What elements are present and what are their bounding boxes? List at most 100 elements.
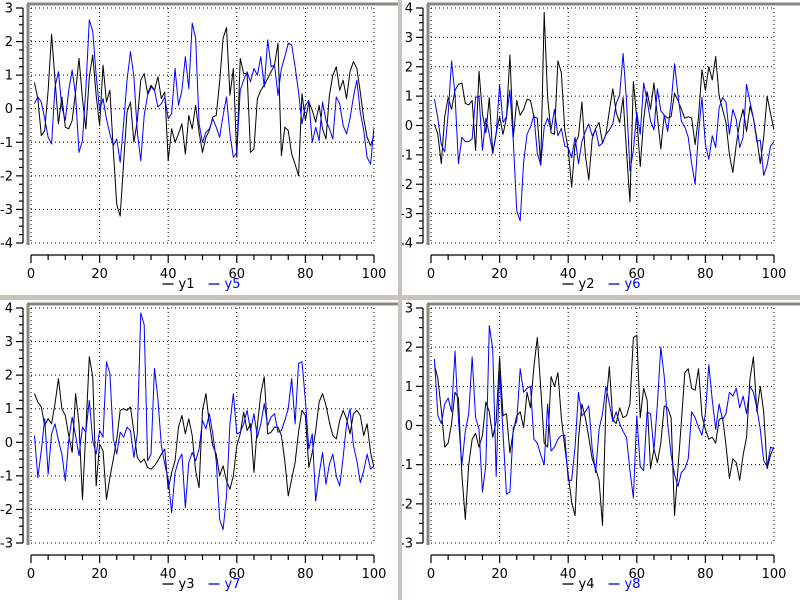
y-tick-label: -3 — [400, 537, 413, 552]
y-tick-label: 3 — [405, 302, 413, 317]
y-tick-label: 1 — [5, 69, 13, 84]
series-group — [33, 312, 374, 531]
y-tick-label: 1 — [5, 402, 13, 417]
y-tick-label: -1 — [0, 136, 13, 151]
x-tick-label: 40 — [560, 267, 577, 282]
x-tick-label: 100 — [762, 567, 787, 582]
y-axis: -4 -3 -2 -1 0 1 2 3 — [0, 2, 24, 252]
legend-label-y8: y8 — [625, 577, 641, 592]
series-line-y8 — [433, 325, 774, 499]
series-group — [433, 11, 774, 222]
y-tick-label: 0 — [405, 419, 413, 434]
y-tick-label: -1 — [400, 458, 413, 473]
legend-label-y5: y5 — [225, 277, 241, 292]
y-tick-label: -1 — [400, 148, 413, 163]
y-tick-label: 0 — [5, 102, 13, 117]
y-tick-label: 3 — [5, 335, 13, 350]
legend-label-y2: y2 — [579, 277, 595, 292]
series-group — [433, 325, 774, 526]
series-line-y5 — [33, 19, 374, 165]
legend-label-y7: y7 — [225, 577, 241, 592]
x-tick-label: 60 — [229, 267, 246, 282]
x-tick-label: 80 — [297, 567, 314, 582]
x-tick-label: 80 — [697, 567, 714, 582]
y-tick-label: 2 — [5, 35, 13, 50]
x-tick-label: 60 — [229, 567, 246, 582]
y-tick-label: -2 — [0, 503, 13, 518]
legend-label-y3: y3 — [179, 577, 195, 592]
y-tick-label: 0 — [405, 119, 413, 134]
plot-svg: -3 -2 -1 0 1 2 3 0 20 40 60 80 100 y4 y8 — [400, 300, 800, 600]
y-tick-label: 1 — [405, 90, 413, 105]
plot-background — [400, 300, 800, 600]
series-line-y4 — [433, 334, 774, 526]
plot-background — [0, 0, 400, 300]
series-line-y6 — [433, 53, 774, 222]
y-tick-label: -3 — [400, 207, 413, 222]
y-tick-label: -2 — [400, 178, 413, 193]
y-tick-label: 3 — [5, 2, 13, 17]
plot-background — [400, 0, 800, 300]
y-tick-label: 4 — [5, 302, 13, 317]
chart-panel-bottom-right[interactable]: -3 -2 -1 0 1 2 3 0 20 40 60 80 100 y4 y8 — [400, 300, 800, 600]
y-tick-label: -4 — [400, 237, 413, 252]
x-axis: 0 20 40 60 80 100 — [27, 554, 387, 582]
x-tick-label: 0 — [427, 567, 435, 582]
y-tick-label: -4 — [0, 237, 13, 252]
y-tick-label: -2 — [0, 169, 13, 184]
x-tick-label: 20 — [491, 567, 508, 582]
y-tick-label: -3 — [0, 203, 13, 218]
legend[interactable]: y4 y8 — [562, 577, 641, 592]
y-axis: -4 -3 -2 -1 0 1 2 3 4 — [400, 2, 424, 252]
x-tick-label: 100 — [362, 567, 387, 582]
series-group — [33, 19, 374, 217]
x-tick-label: 0 — [427, 267, 435, 282]
x-tick-label: 20 — [91, 267, 108, 282]
series-line-y3 — [33, 356, 374, 500]
chart-panel-bottom-left[interactable]: -3 -2 -1 0 1 2 3 4 0 20 40 60 80 100 y3 y7 — [0, 300, 400, 600]
x-tick-label: 100 — [362, 267, 387, 282]
legend-label-y1: y1 — [179, 277, 195, 292]
series-line-y1 — [33, 26, 374, 217]
x-tick-label: 80 — [697, 267, 714, 282]
plot-background — [0, 300, 400, 600]
legend[interactable]: y3 y7 — [162, 577, 241, 592]
series-line-y7 — [33, 312, 374, 531]
x-tick-label: 20 — [91, 567, 108, 582]
x-tick-label: 100 — [762, 267, 787, 282]
x-axis: 0 20 40 60 80 100 — [427, 254, 787, 282]
plot-svg: -4 -3 -2 -1 0 1 2 3 0 20 40 60 80 100 y1 y5 — [0, 0, 400, 300]
x-tick-label: 40 — [560, 567, 577, 582]
chart-panel-top-left[interactable]: -4 -3 -2 -1 0 1 2 3 0 20 40 60 80 100 y1 y5 — [0, 0, 400, 300]
x-tick-label: 40 — [160, 567, 177, 582]
x-tick-label: 20 — [491, 267, 508, 282]
x-tick-label: 40 — [160, 267, 177, 282]
y-tick-label: 2 — [405, 341, 413, 356]
panel-separator-horizontal — [0, 295, 800, 300]
y-tick-label: 0 — [5, 436, 13, 451]
x-tick-label: 60 — [629, 567, 646, 582]
y-tick-label: 2 — [5, 369, 13, 384]
y-tick-label: -1 — [0, 469, 13, 484]
x-tick-label: 80 — [297, 267, 314, 282]
x-tick-label: 60 — [629, 267, 646, 282]
y-tick-label: 1 — [405, 380, 413, 395]
y-tick-label: 2 — [405, 60, 413, 75]
legend[interactable]: y2 y6 — [562, 277, 641, 292]
legend-label-y6: y6 — [625, 277, 641, 292]
panel-separator-vertical — [398, 0, 402, 600]
y-tick-label: 4 — [405, 2, 413, 17]
legend-label-y4: y4 — [579, 577, 595, 592]
y-axis: -3 -2 -1 0 1 2 3 — [400, 302, 424, 552]
y-axis: -3 -2 -1 0 1 2 3 4 — [0, 302, 24, 552]
x-tick-label: 0 — [27, 567, 35, 582]
legend[interactable]: y1 y5 — [162, 277, 241, 292]
y-tick-label: 3 — [405, 31, 413, 46]
y-tick-label: -2 — [400, 497, 413, 512]
x-axis: 0 20 40 60 80 100 — [427, 554, 787, 582]
chart-panel-top-right[interactable]: -4 -3 -2 -1 0 1 2 3 4 0 20 40 60 80 100 y2 y6 — [400, 0, 800, 300]
